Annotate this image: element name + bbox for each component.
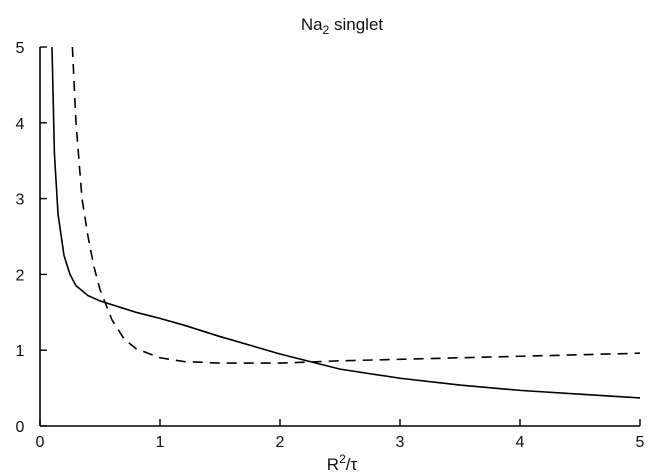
x-tick-label: 2 xyxy=(276,434,285,451)
x-axis-ticks: 0 1 2 3 4 5 xyxy=(36,419,645,451)
chart-title-subscript: 2 xyxy=(323,23,330,37)
x-axis-title-rest: /τ xyxy=(346,455,358,474)
y-tick-label: 0 xyxy=(16,419,25,436)
y-tick-label: 5 xyxy=(16,40,25,57)
x-axis-title-base: R xyxy=(327,455,339,474)
plot-area xyxy=(51,46,641,399)
chart-title: Na2 singlet xyxy=(301,15,384,37)
y-tick-label: 3 xyxy=(16,192,25,209)
y-tick-label: 2 xyxy=(16,267,25,284)
chart-title-rest: singlet xyxy=(329,15,383,34)
y-axis-ticks: 0 1 2 3 4 5 xyxy=(16,40,47,436)
y-tick-label: 1 xyxy=(16,343,25,360)
x-tick-label: 5 xyxy=(636,434,645,451)
chart-title-base: Na xyxy=(301,15,323,34)
y-tick-label: 4 xyxy=(16,116,25,133)
axes xyxy=(39,47,640,427)
x-tick-label: 3 xyxy=(396,434,405,451)
dashed-series-line xyxy=(71,46,641,364)
solid-series-line xyxy=(51,46,641,399)
x-tick-label: 0 xyxy=(36,434,45,451)
x-tick-label: 4 xyxy=(516,434,525,451)
x-tick-label: 1 xyxy=(156,434,165,451)
x-axis-title: R2/τ xyxy=(327,452,358,474)
x-axis-title-superscript: 2 xyxy=(339,452,346,466)
